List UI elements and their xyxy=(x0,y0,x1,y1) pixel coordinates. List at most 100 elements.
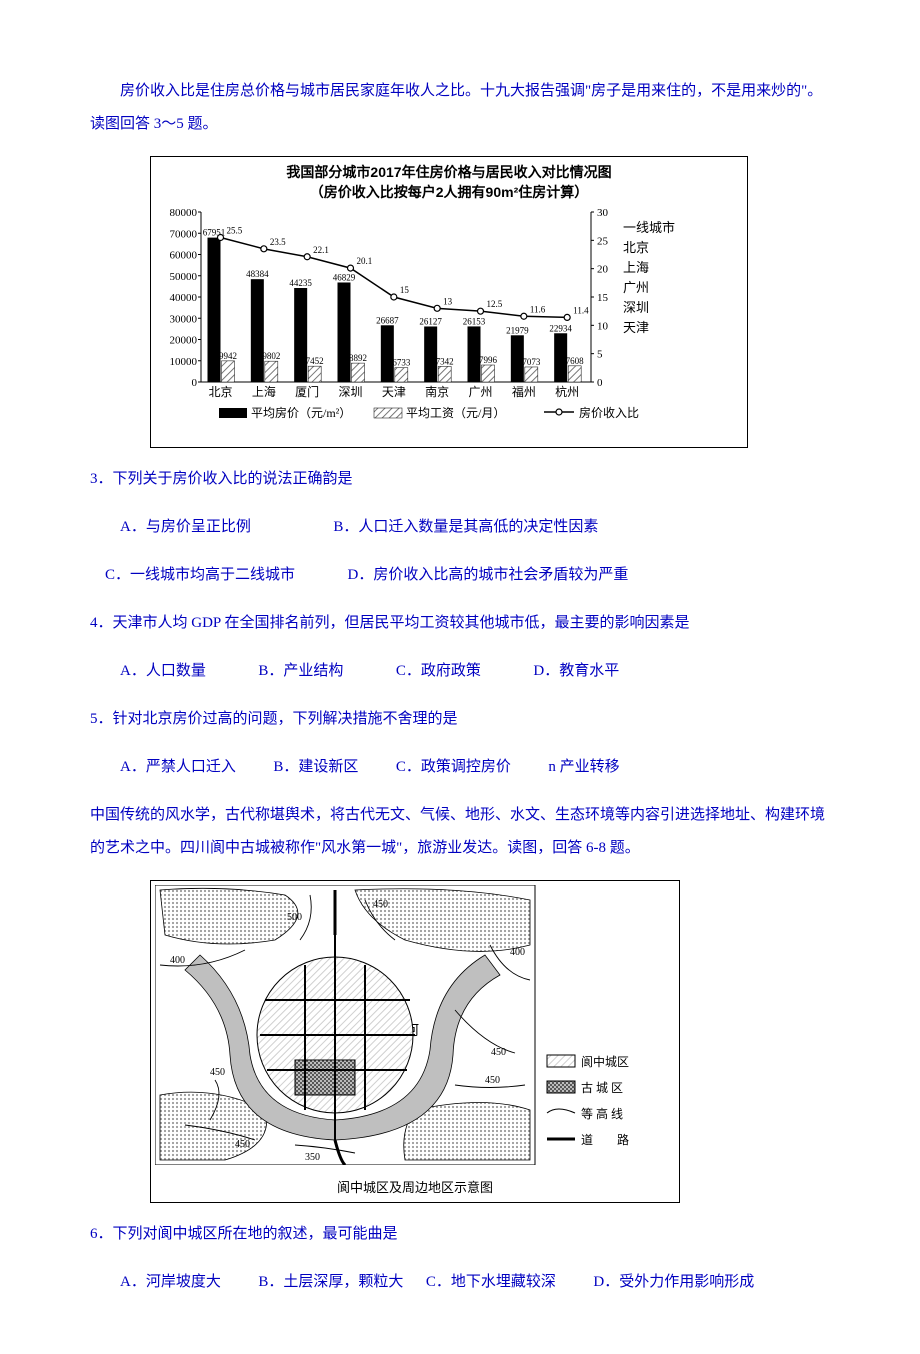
q6-opt-b: B．土层深厚，颗粒大 xyxy=(258,1274,403,1290)
svg-text:上海: 上海 xyxy=(252,384,276,399)
q3-line2: C．一线城市均高于二线城市 D．房价收入比高的城市社会矛盾较为严重 xyxy=(90,559,830,592)
svg-text:15: 15 xyxy=(597,292,609,304)
q4-stem: 4．天津市人均 GDP 在全国排名前列，但居民平均工资较其他城市低，最主要的影响… xyxy=(90,607,830,640)
svg-text:深圳: 深圳 xyxy=(338,385,362,399)
q5-opt-b: B．建设新区 xyxy=(273,759,358,775)
svg-text:30: 30 xyxy=(597,207,609,219)
q6-stem: 6．下列对阆中城区所在地的叙述，最可能曲是 xyxy=(90,1218,830,1251)
svg-text:广州: 广州 xyxy=(623,280,649,295)
svg-text:平均房价（元/m²）: 平均房价（元/m²） xyxy=(251,405,351,420)
svg-text:等 高 线: 等 高 线 xyxy=(581,1106,623,1121)
q3-opt-b: B．人口迁入数量是其高低的决定性因素 xyxy=(333,519,598,535)
svg-text:21979: 21979 xyxy=(506,325,529,335)
svg-text:26153: 26153 xyxy=(463,317,486,327)
svg-text:0: 0 xyxy=(192,377,198,389)
svg-text:5: 5 xyxy=(597,349,603,361)
q5-stem: 5．针对北京房价过高的问题，下列解决措施不舍理的是 xyxy=(90,703,830,736)
svg-text:古 城 区: 古 城 区 xyxy=(581,1080,623,1095)
svg-text:0: 0 xyxy=(597,377,603,389)
svg-text:一线城市: 一线城市 xyxy=(623,220,675,235)
svg-text:350: 350 xyxy=(305,1152,320,1163)
svg-text:20000: 20000 xyxy=(170,335,198,347)
svg-text:7073: 7073 xyxy=(522,357,541,367)
svg-text:20.1: 20.1 xyxy=(357,256,373,266)
svg-text:22.1: 22.1 xyxy=(313,245,329,255)
svg-text:450: 450 xyxy=(373,899,388,910)
svg-text:平均工资（元/月）: 平均工资（元/月） xyxy=(406,406,505,420)
intro-2: 中国传统的风水学，古代称堪舆术，将古代无文、气候、地形、水文、生态环境等内容引进… xyxy=(90,799,830,865)
svg-text:天津: 天津 xyxy=(382,385,406,399)
svg-text:11.6: 11.6 xyxy=(530,304,546,314)
svg-text:30000: 30000 xyxy=(170,313,198,325)
q6-opt-a: A．河岸坡度大 xyxy=(120,1274,221,1290)
svg-text:46829: 46829 xyxy=(333,273,356,283)
svg-text:26687: 26687 xyxy=(376,315,399,325)
svg-text:80000: 80000 xyxy=(170,207,198,219)
q6-opt-d: D．受外力作用影响形成 xyxy=(593,1274,754,1290)
svg-text:上海: 上海 xyxy=(623,260,649,275)
svg-text:北京: 北京 xyxy=(623,240,649,255)
q4-opt-b: B．产业结构 xyxy=(258,663,343,679)
svg-text:7996: 7996 xyxy=(479,355,498,365)
svg-text:40000: 40000 xyxy=(170,292,198,304)
svg-text:7342: 7342 xyxy=(436,357,454,367)
svg-text:广州: 广州 xyxy=(468,385,492,399)
q5-opts: A．严禁人口迁入 B．建设新区 C．政策调控房价 n 产业转移 xyxy=(90,751,830,784)
chart-container: 我国部分城市2017年住房价格与居民收入对比情况图 （房价收入比按每户2人拥有9… xyxy=(150,156,748,448)
svg-text:11.4: 11.4 xyxy=(573,306,589,316)
svg-text:道 路: 道 路 xyxy=(581,1132,629,1147)
svg-text:深圳: 深圳 xyxy=(623,300,649,315)
svg-text:450: 450 xyxy=(210,1067,225,1078)
svg-text:南京: 南京 xyxy=(425,384,449,399)
svg-text:70000: 70000 xyxy=(170,228,198,240)
svg-text:福州: 福州 xyxy=(512,384,536,399)
q4-opt-d: D．教育水平 xyxy=(533,663,619,679)
svg-text:25: 25 xyxy=(597,236,609,248)
svg-text:60000: 60000 xyxy=(170,250,198,262)
q3-opt-c: C．一线城市均高于二线城市 xyxy=(105,567,295,583)
svg-text:44235: 44235 xyxy=(289,278,312,288)
map-svg: 河400500450400450450450450350阆中城区古 城 区等 高… xyxy=(155,885,665,1165)
chart-title-line1: 我国部分城市2017年住房价格与居民收入对比情况图 xyxy=(159,163,739,183)
svg-text:杭州: 杭州 xyxy=(555,384,579,399)
svg-text:房价收入比: 房价收入比 xyxy=(579,405,639,420)
svg-text:10000: 10000 xyxy=(170,356,198,368)
chart-title-line2: （房价收入比按每户2人拥有90m²住房计算） xyxy=(159,183,739,203)
svg-text:9802: 9802 xyxy=(262,351,280,361)
q4-opt-c: C．政府政策 xyxy=(396,663,481,679)
q5-opt-d: n 产业转移 xyxy=(548,759,619,775)
svg-text:13: 13 xyxy=(443,297,453,307)
svg-text:9942: 9942 xyxy=(219,351,237,361)
map-container: 河400500450400450450450450350阆中城区古 城 区等 高… xyxy=(150,880,680,1203)
svg-text:厦门: 厦门 xyxy=(295,384,319,399)
svg-text:20: 20 xyxy=(597,264,609,276)
svg-text:23.5: 23.5 xyxy=(270,237,286,247)
svg-text:7608: 7608 xyxy=(566,356,585,366)
svg-text:48384: 48384 xyxy=(246,269,269,279)
q3-opt-d: D．房价收入比高的城市社会矛盾较为严重 xyxy=(348,567,629,583)
q3-stem: 3．下列关于房价收入比的说法正确韵是 xyxy=(90,463,830,496)
svg-text:北京: 北京 xyxy=(208,385,232,399)
q3-line1: A．与房价呈正比例 B．人口迁入数量是其高低的决定性因素 xyxy=(90,511,830,544)
svg-text:400: 400 xyxy=(510,947,525,958)
chart-svg: 0100002000030000400005000060000700008000… xyxy=(159,202,721,432)
svg-text:阆中城区: 阆中城区 xyxy=(581,1054,629,1069)
svg-text:10: 10 xyxy=(597,321,609,333)
svg-text:12.5: 12.5 xyxy=(487,299,503,309)
svg-text:400: 400 xyxy=(170,955,185,966)
map-caption: 阆中城区及周边地区示意图 xyxy=(155,1178,675,1198)
svg-text:450: 450 xyxy=(235,1139,250,1150)
q3-opt-a: A．与房价呈正比例 xyxy=(120,519,251,535)
svg-text:22934: 22934 xyxy=(549,323,572,333)
svg-text:500: 500 xyxy=(287,912,302,923)
q5-opt-a: A．严禁人口迁入 xyxy=(120,759,236,775)
q4-opt-a: A．人口数量 xyxy=(120,663,206,679)
q6-opt-c: C．地下水埋藏较深 xyxy=(426,1274,556,1290)
svg-text:25.5: 25.5 xyxy=(227,226,243,236)
svg-text:7452: 7452 xyxy=(306,356,324,366)
svg-text:8892: 8892 xyxy=(349,353,367,363)
svg-text:450: 450 xyxy=(491,1047,506,1058)
svg-text:15: 15 xyxy=(400,285,410,295)
q6-opts: A．河岸坡度大 B．土层深厚，颗粒大 C．地下水埋藏较深 D．受外力作用影响形成 xyxy=(90,1266,830,1299)
q4-opts: A．人口数量 B．产业结构 C．政府政策 D．教育水平 xyxy=(90,655,830,688)
